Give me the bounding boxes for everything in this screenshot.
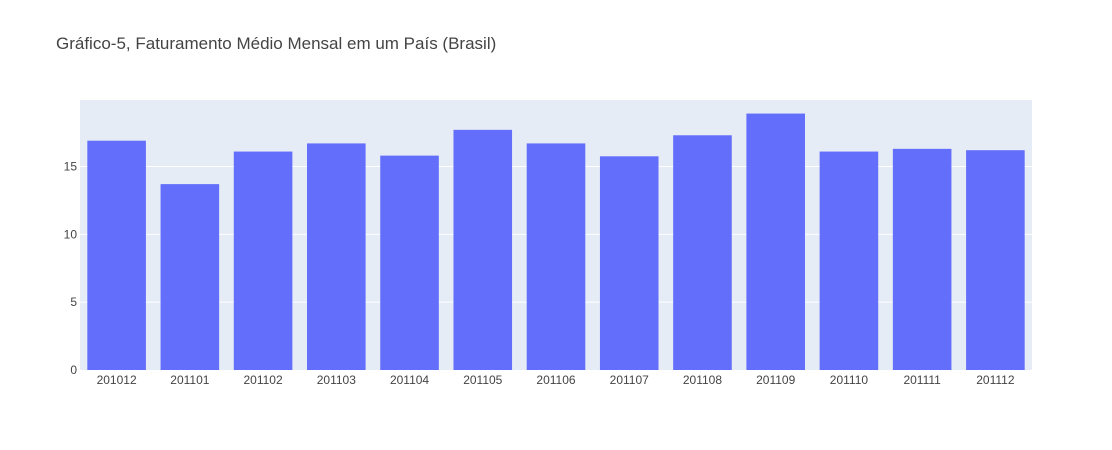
bar-201104[interactable]	[380, 155, 439, 370]
bar-201103[interactable]	[307, 143, 366, 370]
x-tick-label: 201102	[243, 373, 282, 387]
bar-201110[interactable]	[819, 151, 879, 370]
bar-201107[interactable]	[599, 156, 659, 370]
bar-201101[interactable]	[160, 184, 220, 370]
x-tick-label: 201112	[976, 373, 1015, 387]
bar-201012[interactable]	[87, 140, 146, 370]
bar-201112[interactable]	[966, 150, 1025, 370]
bar-201106[interactable]	[526, 143, 586, 370]
x-tick-label: 201106	[536, 373, 575, 387]
y-tick-label: 5	[70, 295, 77, 309]
bar-201102[interactable]	[233, 151, 293, 370]
y-tick-label: 15	[64, 159, 78, 173]
y-tick-label: 0	[70, 363, 77, 377]
x-tick-label: 201109	[756, 373, 795, 387]
bar-201109[interactable]	[746, 113, 805, 370]
x-tick-label: 201103	[317, 373, 356, 387]
x-tick-label: 201104	[390, 373, 429, 387]
x-tick-label: 201101	[170, 373, 209, 387]
bar-201108[interactable]	[673, 135, 732, 370]
bar-201111[interactable]	[892, 148, 952, 370]
bars	[87, 113, 1025, 370]
x-tick-label: 201110	[830, 373, 869, 387]
y-axis-ticks: 0 5 10 15	[64, 159, 78, 377]
y-tick-label: 10	[64, 227, 78, 241]
x-tick-label: 201107	[610, 373, 649, 387]
x-tick-label: 201108	[683, 373, 722, 387]
x-tick-label: 201012	[97, 373, 137, 387]
chart-title: Gráfico-5, Faturamento Médio Mensal em u…	[56, 34, 497, 53]
bar-201105[interactable]	[453, 129, 513, 370]
x-axis-ticks: 201012 201101 201102 201103 201104 201105 2011…	[97, 373, 1015, 387]
x-tick-label: 201105	[463, 373, 502, 387]
x-tick-label: 201111	[903, 373, 941, 387]
